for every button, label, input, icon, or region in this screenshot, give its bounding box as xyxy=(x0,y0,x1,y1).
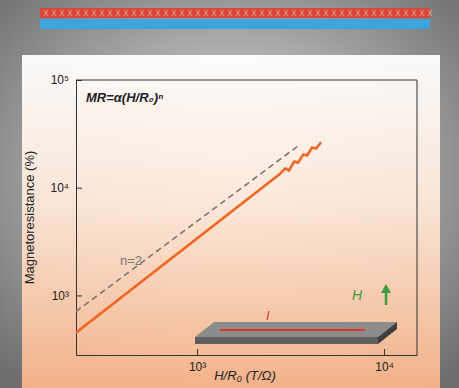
x-tick-mark xyxy=(197,349,198,355)
plot-frame xyxy=(417,80,418,355)
inset xyxy=(195,284,397,344)
decoration-mark xyxy=(372,10,376,16)
decoration-mark xyxy=(116,10,120,16)
decoration-mark xyxy=(420,10,424,16)
current-label: I xyxy=(266,308,270,323)
y-tick-label: 10⁴ xyxy=(50,181,69,195)
y-axis-title: Magnetoresistance (%) xyxy=(22,151,37,285)
x-tick-label: 10⁴ xyxy=(375,360,394,374)
decoration-mark xyxy=(340,10,344,16)
decoration-mark xyxy=(124,10,128,16)
decoration-mark xyxy=(228,10,232,16)
x-tick-mark xyxy=(384,349,385,355)
decoration-mark xyxy=(100,10,104,16)
decoration-red xyxy=(40,8,430,18)
decoration-mark xyxy=(164,10,168,16)
field-arrow xyxy=(385,291,388,305)
x-tick: 10³ xyxy=(189,349,206,374)
decoration-mark xyxy=(284,10,288,16)
x-tick-label: 10³ xyxy=(189,360,206,374)
y-axis: 10³ 10⁴ 10⁵ xyxy=(50,73,82,355)
decoration-mark xyxy=(180,10,184,16)
decoration-mark xyxy=(364,10,368,16)
y-tick: 10⁵ xyxy=(51,73,82,87)
decoration-mark xyxy=(396,10,400,16)
decoration-mark xyxy=(348,10,352,16)
decoration-mark xyxy=(428,10,432,16)
field-arrowhead xyxy=(381,284,391,293)
slab-front xyxy=(195,337,378,344)
decoration-mark xyxy=(220,10,224,16)
decoration-mark xyxy=(276,10,280,16)
decoration-mark xyxy=(332,10,336,16)
decoration-mark xyxy=(132,10,136,16)
decoration-mark xyxy=(156,10,160,16)
data-line xyxy=(76,142,321,332)
decoration-pattern xyxy=(44,10,432,16)
decoration-mark xyxy=(92,10,96,16)
decoration-mark xyxy=(244,10,248,16)
y-tick-mark xyxy=(76,80,82,81)
decoration-mark xyxy=(108,10,112,16)
decoration-blue xyxy=(40,19,430,29)
y-tick: 10⁴ xyxy=(50,181,82,195)
decoration-mark xyxy=(84,10,88,16)
y-tick-label: 10⁵ xyxy=(51,73,69,87)
decoration-mark xyxy=(172,10,176,16)
decoration-mark xyxy=(196,10,200,16)
decoration-mark xyxy=(252,10,256,16)
decoration-mark xyxy=(300,10,304,16)
decoration-mark xyxy=(236,10,240,16)
decoration-mark xyxy=(388,10,392,16)
decoration-mark xyxy=(188,10,192,16)
decoration-mark xyxy=(204,10,208,16)
decoration-mark xyxy=(268,10,272,16)
figure: 10³ 10⁴ 10³ 10⁴ 10⁵ H/R₀ (T/Ω) Magnetoresistan… xyxy=(0,0,459,388)
y-axis-line xyxy=(76,81,77,356)
decoration-mark xyxy=(356,10,360,16)
x-axis-title: H/R₀ (T/Ω) xyxy=(214,368,276,383)
y-tick-label: 10³ xyxy=(52,289,69,303)
x-axis-line xyxy=(77,355,418,356)
decoration-mark xyxy=(292,10,296,16)
decoration-mark xyxy=(380,10,384,16)
current-line xyxy=(220,329,365,331)
decoration-mark xyxy=(308,10,312,16)
y-tick-mark xyxy=(76,295,82,296)
reference-line xyxy=(76,144,300,311)
decoration-mark xyxy=(212,10,216,16)
decoration-mark xyxy=(260,10,264,16)
plot-background xyxy=(22,55,440,388)
decoration-mark xyxy=(140,10,144,16)
decoration-mark xyxy=(76,10,80,16)
decoration-mark xyxy=(148,10,152,16)
decoration-mark xyxy=(52,10,56,16)
decoration-mark xyxy=(44,10,48,16)
decoration-mark xyxy=(324,10,328,16)
decoration-mark xyxy=(60,10,64,16)
plot-frame xyxy=(76,80,417,81)
y-tick: 10³ xyxy=(52,289,82,303)
decoration-mark xyxy=(68,10,72,16)
plot-area xyxy=(76,142,321,332)
formula-label: MR=α(H/R₀)ⁿ xyxy=(86,90,163,105)
slope-label: n=2 xyxy=(120,253,142,268)
decoration-mark xyxy=(412,10,416,16)
slab-top xyxy=(195,322,397,337)
decoration-mark xyxy=(404,10,408,16)
x-tick: 10⁴ xyxy=(375,349,394,374)
decoration-mark xyxy=(316,10,320,16)
slab-side xyxy=(378,322,397,344)
background xyxy=(0,0,459,388)
field-label: H xyxy=(352,287,363,303)
y-tick-mark xyxy=(76,188,82,189)
